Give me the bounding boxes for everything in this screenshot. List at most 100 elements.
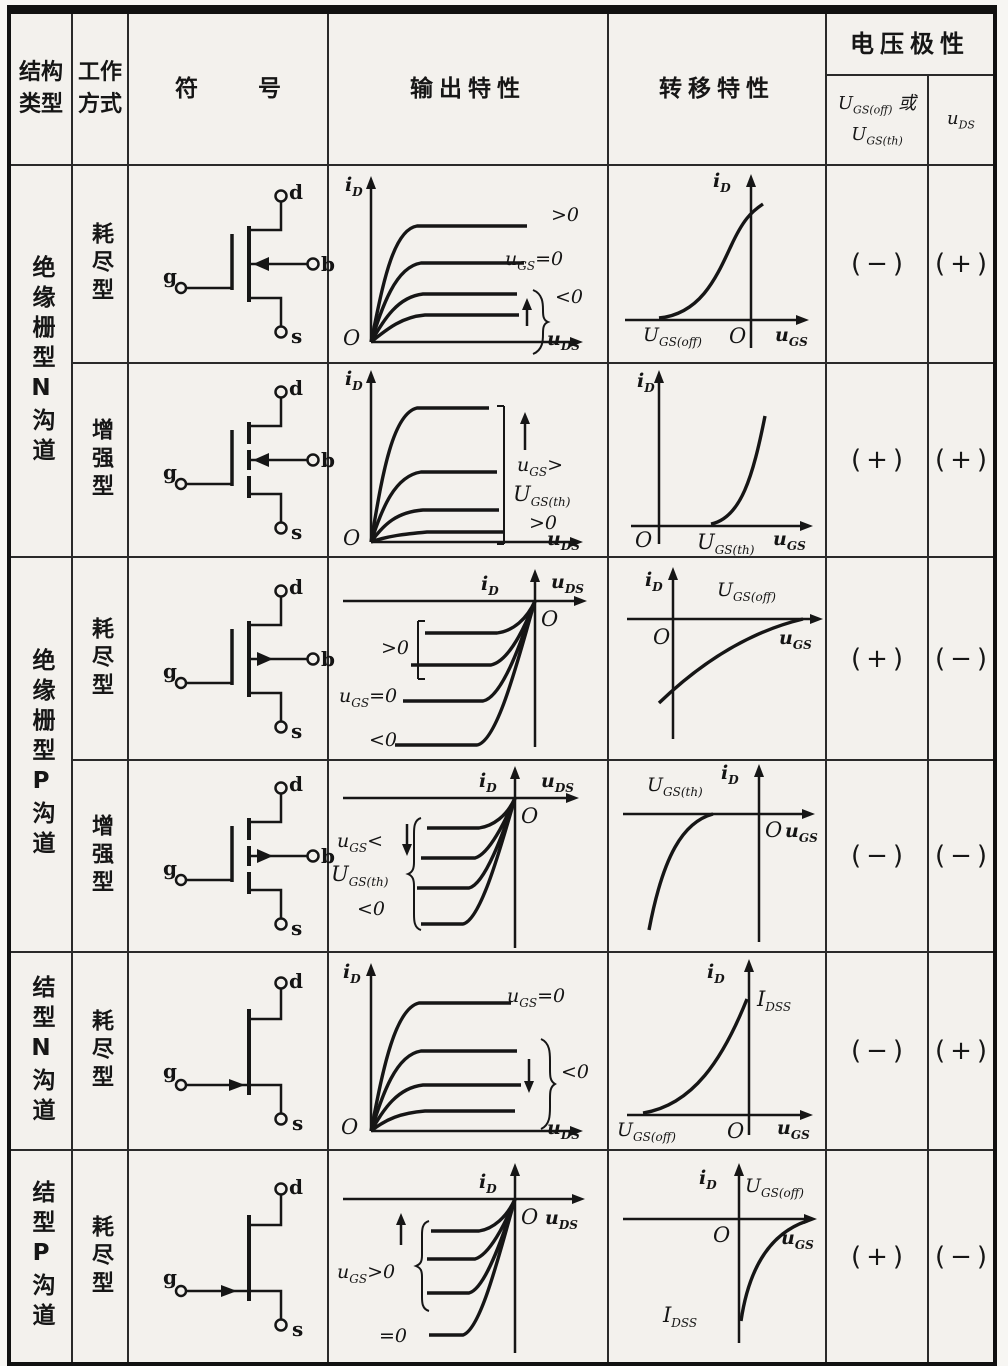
ugsth-line2: UGS(th)	[851, 124, 903, 148]
jfet-p-symbol: d g s	[129, 1161, 327, 1353]
curve-label: >0	[381, 636, 410, 659]
row3-polarity-ds: (−)	[929, 558, 993, 761]
curve-label: uGS=0	[507, 985, 566, 1010]
gate-terminal-label: g	[163, 1059, 177, 1083]
row1-output: iD O uDS >0 uGS=0 <0	[329, 166, 609, 364]
output-graph-nmos-depletion: iD O uDS >0 uGS=0 <0	[329, 168, 607, 360]
polarity-value: (+)	[850, 445, 909, 475]
curve-label: uGS<	[337, 830, 383, 855]
polarity-value: (−)	[850, 841, 909, 871]
row6-polarity-ds: (−)	[929, 1151, 993, 1362]
row3-output: iD uDS O >0 uGS=0 <0	[329, 558, 609, 761]
mosfet-symbol-svg	[174, 189, 320, 339]
header-transfer-label: 转移特性	[659, 75, 775, 102]
header-transfer-characteristic: 转移特性	[609, 14, 827, 166]
polarity-value: (−)	[934, 1241, 993, 1272]
transfer-curve-svg	[627, 566, 823, 739]
transfer-curve-svg	[627, 959, 813, 1135]
row5-symbol: d g s	[129, 953, 329, 1151]
row2-mode: 增强型	[73, 364, 129, 558]
header-uds-label: uDS	[947, 108, 975, 132]
curve-label: <0	[357, 898, 386, 920]
group-label: 结型N沟道	[28, 974, 54, 1128]
output-graph-pmos-enhancement: iD uDS O uGS< UGS(th) <0	[329, 760, 607, 952]
drain-terminal-label: d	[289, 772, 303, 796]
curve-label: >0	[551, 204, 580, 226]
gate-terminal-label: g	[163, 264, 177, 288]
transfer-curve-svg	[623, 1162, 817, 1343]
cutoff-voltage-label: UGS(off)	[717, 578, 776, 604]
origin-label: O	[765, 818, 783, 842]
curve-label: uGS>0	[337, 1260, 396, 1286]
y-axis-label: iD	[345, 174, 363, 199]
cutoff-voltage-label: UGS(off)	[617, 1119, 676, 1144]
row2-polarity-gs: (+)	[827, 364, 929, 558]
cutoff-voltage-label: UGS(off)	[643, 324, 702, 349]
cutoff-voltage-label: UGS(off)	[745, 1174, 804, 1200]
polarity-value: (−)	[850, 249, 909, 279]
mode-label: 耗尽型	[88, 1009, 113, 1093]
drain-terminal-label: d	[289, 180, 303, 204]
origin-label: O	[343, 526, 361, 550]
curve-label: UGS(th)	[513, 482, 571, 510]
output-curves-svg	[366, 176, 583, 355]
pmos-enhancement-symbol: d g b s	[129, 760, 335, 952]
drain-terminal-label: d	[289, 1174, 303, 1199]
mosfet-symbol-svg	[174, 385, 320, 535]
origin-label: O	[521, 804, 539, 828]
drain-terminal-label: d	[289, 574, 303, 599]
y-axis-label: iD	[343, 961, 361, 986]
mode-label: 耗尽型	[88, 1214, 113, 1299]
row4-polarity-ds: (−)	[929, 761, 993, 953]
polarity-value: (−)	[934, 643, 993, 674]
row5-output: iD O uDS uGS=0 <0	[329, 953, 609, 1151]
x-axis-label: uDS	[545, 1206, 578, 1232]
fet-characteristics-table: 结构类型 工作方式 符 号 输出特性 转移特性 电压极性 UGS(off) 或 …	[7, 5, 997, 1366]
transfer-curve-svg	[623, 764, 815, 942]
row2-polarity-ds: (+)	[929, 364, 993, 558]
origin-label: O	[729, 324, 747, 348]
source-terminal-label: s	[291, 520, 303, 544]
bulk-terminal-label: b	[321, 646, 335, 671]
x-axis-label: uDS	[541, 770, 574, 795]
row4-output: iD uDS O uGS< UGS(th) <0	[329, 761, 609, 953]
source-terminal-label: s	[292, 1111, 304, 1135]
mode-label: 增强型	[88, 814, 113, 898]
y-axis-label: iD	[645, 568, 663, 594]
output-curves-svg	[343, 1162, 585, 1353]
y-axis-label: iD	[713, 170, 731, 195]
header-mode-label: 工作方式	[77, 60, 122, 117]
row4-transfer: iD UGS(th) O uGS	[609, 761, 827, 953]
x-axis-label: uGS	[779, 626, 812, 652]
polarity-value: (+)	[934, 249, 993, 279]
origin-label: O	[343, 326, 361, 350]
source-terminal-label: s	[291, 324, 303, 348]
row3-polarity-gs: (+)	[827, 558, 929, 761]
transfer-curve-svg	[631, 370, 813, 544]
row1-polarity-ds: (+)	[929, 166, 993, 364]
header-output-characteristic: 输出特性	[329, 14, 609, 166]
curve-label: uGS>	[517, 454, 563, 479]
y-axis-label: iD	[707, 961, 725, 986]
y-axis-label: iD	[699, 1166, 717, 1192]
row5-transfer: iD IDSS UGS(off) O uGS	[609, 953, 827, 1151]
transfer-graph-pmos-depletion: iD O UGS(off) uGS	[609, 561, 825, 757]
y-axis-label: iD	[481, 572, 499, 598]
polarity-value: (+)	[850, 643, 909, 674]
polarity-value: (−)	[850, 1036, 909, 1066]
header-symbol-label: 符 号	[174, 75, 307, 102]
bulk-terminal-label: b	[321, 448, 335, 472]
gate-terminal-label: g	[163, 856, 177, 880]
curve-label: <0	[555, 286, 584, 308]
output-graph-nmos-enhancement: iD O uDS uGS> UGS(th) >0	[329, 364, 607, 556]
idss-label: IDSS	[757, 987, 792, 1015]
ugsoff-line1: UGS(off) 或	[837, 92, 917, 117]
origin-label: O	[521, 1204, 539, 1229]
x-axis-label: uDS	[547, 328, 580, 353]
curve-label: uGS=0	[339, 684, 398, 710]
row2-transfer: iD O UGS(th) uGS	[609, 364, 827, 558]
origin-label: O	[635, 528, 653, 552]
x-axis-label: uDS	[547, 1117, 580, 1142]
origin-label: O	[541, 606, 559, 631]
transfer-graph-jfet-p: iD UGS(off) O uGS IDSS	[609, 1159, 825, 1355]
